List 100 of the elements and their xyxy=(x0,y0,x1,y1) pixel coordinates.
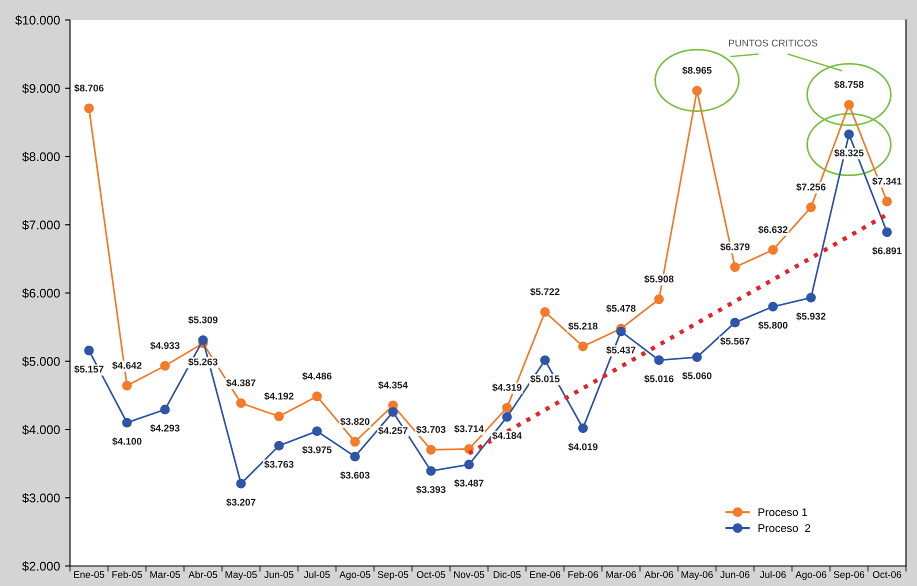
x-tick-label: May-06 xyxy=(682,571,713,580)
y-tick-label: $9.000 xyxy=(22,84,60,94)
point xyxy=(540,307,550,317)
x-tick-label: Oct-05 xyxy=(416,571,446,578)
point xyxy=(730,318,740,328)
data-label: $6.379 xyxy=(720,242,750,251)
y-tick-label: $8.000 xyxy=(22,152,60,162)
x-tick-label: Jul-06 xyxy=(760,570,786,578)
data-label: $5.567 xyxy=(720,337,750,346)
data-label: $4.100 xyxy=(112,437,142,446)
point xyxy=(692,352,702,362)
data-label: $4.293 xyxy=(150,424,180,432)
legend-label: Proceso 1 xyxy=(758,508,808,516)
data-label: $5.218 xyxy=(568,322,598,330)
data-label: $8.706 xyxy=(74,84,104,92)
point xyxy=(578,342,588,352)
data-label: $6.891 xyxy=(872,246,902,255)
point xyxy=(464,460,474,470)
data-label: $3.703 xyxy=(416,426,446,434)
x-tick-label: Sep-05 xyxy=(378,571,408,580)
data-label: $4.486 xyxy=(302,372,332,380)
legend-label: Proceso 2 xyxy=(758,524,810,532)
point xyxy=(502,412,512,422)
point xyxy=(122,380,132,391)
y-tick-label: $7.000 xyxy=(22,220,60,230)
data-label: $3.487 xyxy=(454,479,484,488)
point xyxy=(274,440,284,451)
y-tick-label: $10.000 xyxy=(15,15,60,26)
point xyxy=(806,202,816,212)
data-label: $3.714 xyxy=(454,424,484,433)
x-tick-label: Mar-06 xyxy=(606,571,636,578)
point xyxy=(540,355,550,366)
x-tick-label: Mar-05 xyxy=(150,571,180,578)
point xyxy=(692,86,702,96)
point xyxy=(350,436,360,447)
point xyxy=(160,360,170,371)
point xyxy=(768,302,778,312)
point xyxy=(730,262,740,272)
point xyxy=(122,418,132,428)
data-label: $4.319 xyxy=(492,384,522,392)
point xyxy=(616,326,626,336)
data-label: $4.387 xyxy=(226,378,256,387)
point xyxy=(236,398,246,408)
data-label: $3.975 xyxy=(302,446,332,454)
data-label: $3.207 xyxy=(226,498,256,506)
point xyxy=(274,412,284,422)
point xyxy=(768,245,778,255)
data-label: $5.016 xyxy=(644,374,674,383)
data-label: $3.603 xyxy=(340,471,370,480)
data-label: $8.758 xyxy=(834,80,864,89)
x-tick-label: Dic-05 xyxy=(494,570,521,578)
x-tick-label: Ene-05 xyxy=(74,571,104,578)
data-label: $5.722 xyxy=(530,288,560,296)
point xyxy=(426,466,436,476)
data-label: $7.341 xyxy=(872,177,902,186)
point xyxy=(388,407,398,417)
data-label: $3.763 xyxy=(264,460,294,468)
x-tick-label: Ago-06 xyxy=(795,571,826,580)
data-label: $4.933 xyxy=(150,342,180,350)
point xyxy=(844,100,854,110)
x-tick-label: Abr-06 xyxy=(644,570,674,578)
data-label: $5.157 xyxy=(74,365,104,374)
y-tick-label: $5.000 xyxy=(22,356,60,367)
x-tick-label: Jul-05 xyxy=(304,570,330,578)
point xyxy=(578,423,588,434)
point xyxy=(654,355,664,366)
data-label: $4.354 xyxy=(378,381,408,390)
point xyxy=(84,103,94,114)
data-label: $5.800 xyxy=(758,321,788,330)
y-tick-label: $2.000 xyxy=(22,561,60,572)
point xyxy=(882,196,892,206)
point xyxy=(198,335,208,346)
data-label: $4.184 xyxy=(492,432,522,440)
point xyxy=(806,292,816,303)
x-tick-label: Nov-05 xyxy=(454,571,484,578)
y-tick-label: $3.000 xyxy=(22,493,60,504)
data-label: $3.393 xyxy=(416,486,446,494)
point xyxy=(312,426,322,436)
x-tick-label: May-05 xyxy=(226,571,257,580)
x-tick-label: Ago-05 xyxy=(339,571,370,580)
data-label: $4.192 xyxy=(264,392,294,400)
point xyxy=(160,404,170,414)
point xyxy=(882,227,892,238)
x-tick-label: Sep-06 xyxy=(834,571,864,580)
x-tick-label: Feb-05 xyxy=(112,570,142,578)
point xyxy=(236,478,246,488)
data-label: $6.632 xyxy=(758,226,788,234)
data-label: $3.820 xyxy=(340,418,370,426)
data-label: $4.019 xyxy=(568,442,598,451)
x-tick-label: Abr-05 xyxy=(188,570,218,578)
data-label: $7.256 xyxy=(796,183,826,192)
data-label: $5.437 xyxy=(606,346,636,354)
data-label: $5.932 xyxy=(796,312,826,320)
data-label: $4.257 xyxy=(378,426,408,435)
data-label: $4.642 xyxy=(112,362,142,370)
x-tick-label: Oct-06 xyxy=(872,571,902,578)
x-tick-label: Feb-06 xyxy=(568,570,598,578)
point xyxy=(654,294,664,304)
point xyxy=(502,402,512,413)
data-label: $5.060 xyxy=(682,372,712,380)
